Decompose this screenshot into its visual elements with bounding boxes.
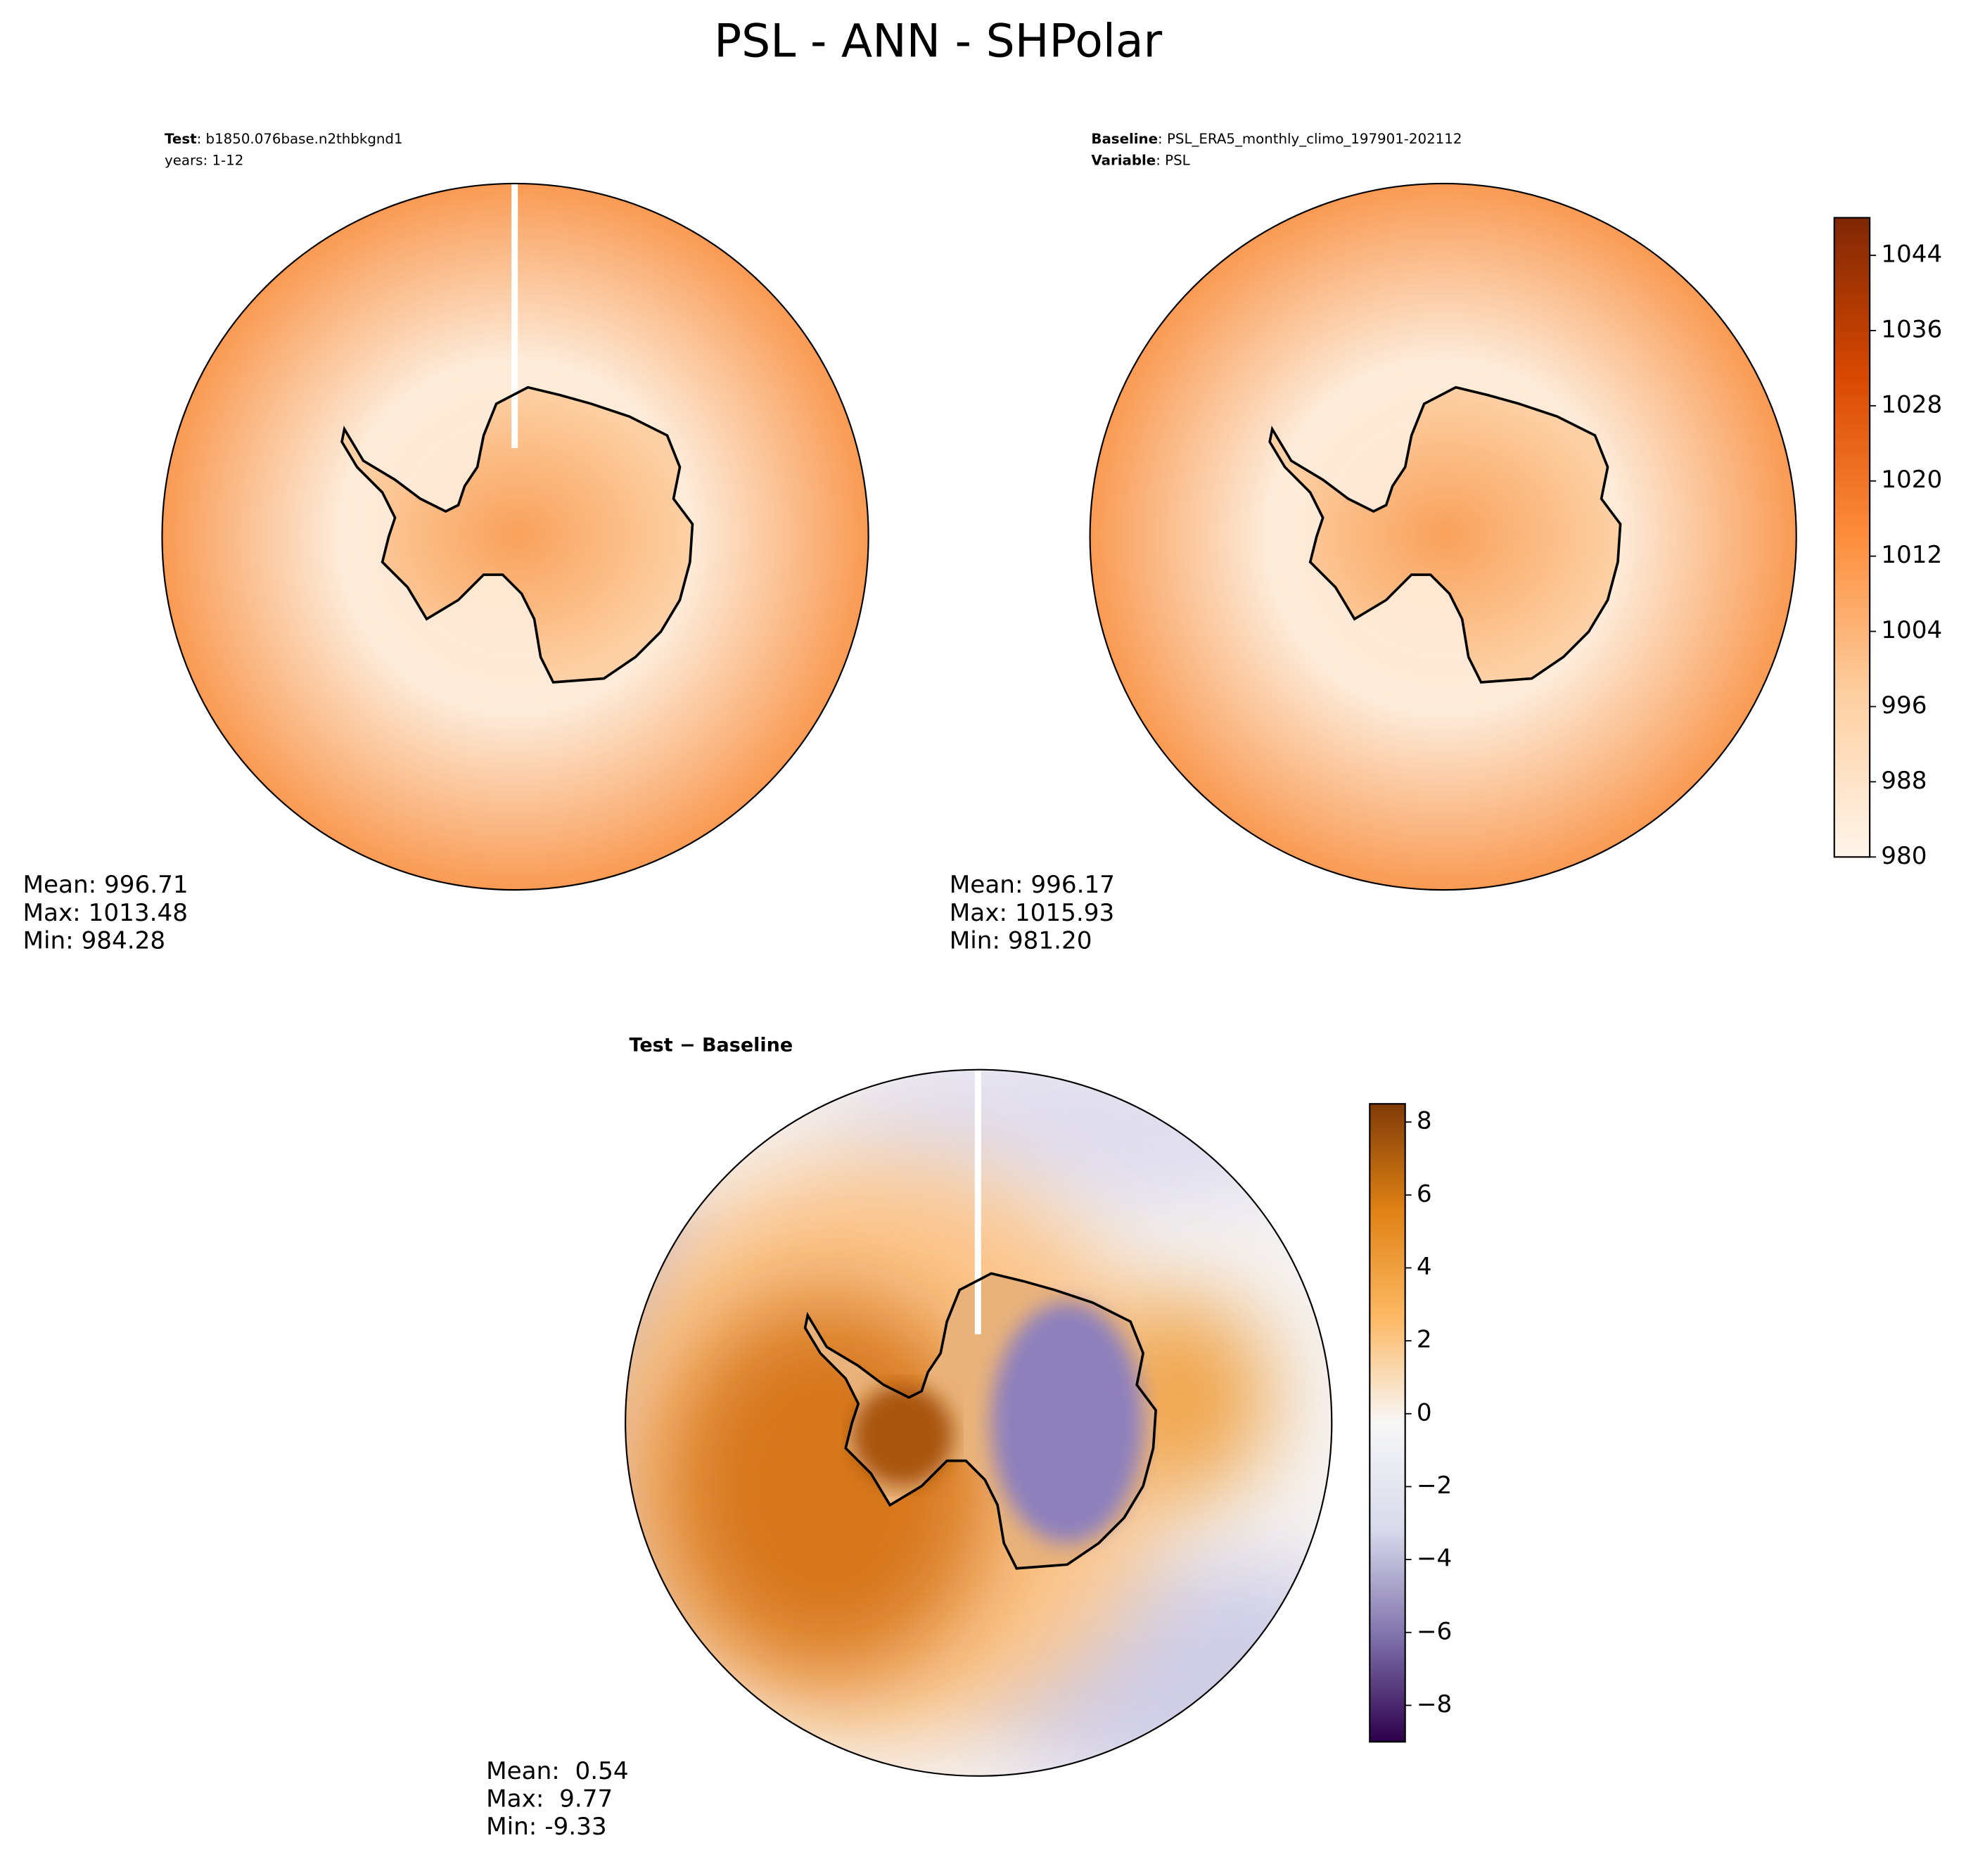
stat: Mean: 996.17 — [950, 871, 1115, 899]
stat: Mean: 996.71 — [23, 871, 189, 899]
colorbar-tick-label: 4 — [1417, 1253, 1432, 1281]
colorbar-tick-label: 988 — [1881, 767, 1927, 795]
panel-header: Variable: PSL — [1091, 152, 1189, 168]
header-text: : PSL_ERA5_monthly_climo_197901-202112 — [1158, 130, 1462, 146]
colorbar-tick-label: 1020 — [1881, 466, 1942, 494]
header-key: Variable — [1091, 152, 1156, 168]
colorbar-tick-label: 8 — [1417, 1107, 1432, 1135]
stat: Max: 9.77 — [486, 1785, 613, 1813]
stat: Min: 981.20 — [950, 926, 1092, 955]
colorbar-tick-label: −6 — [1417, 1617, 1452, 1645]
colorbar-tick-label: 980 — [1881, 842, 1927, 870]
colorbar-tick-label: −2 — [1417, 1472, 1452, 1500]
stat: Mean: 0.54 — [486, 1757, 629, 1785]
panel-header: years: 1-12 — [165, 152, 243, 168]
colorbar-tick-label: 6 — [1417, 1180, 1432, 1208]
colorbar-tick-label: 996 — [1881, 691, 1927, 720]
colorbar-tick-label: 1044 — [1881, 240, 1942, 268]
stat: Max: 1015.93 — [950, 899, 1114, 927]
header-text: years: 1-12 — [165, 152, 243, 168]
annotations: Test: b1850.076base.n2thbkgnd1 years: 1-1… — [23, 130, 1943, 1841]
figure-title: PSL - ANN - SHPolar — [714, 15, 1162, 68]
colorbar-tick-label: −4 — [1417, 1545, 1452, 1573]
panel-header: Baseline: PSL_ERA5_monthly_climo_197901-… — [1091, 130, 1462, 146]
panel-header: Test − Baseline — [630, 1034, 793, 1056]
colorbar-tick-label: 0 — [1417, 1398, 1432, 1427]
panel-header: Test: b1850.076base.n2thbkgnd1 — [165, 130, 403, 146]
colorbar-tick-label: 2 — [1417, 1326, 1432, 1354]
stat: Min: -9.33 — [486, 1813, 607, 1841]
colorbar-tick-label: −8 — [1417, 1690, 1452, 1718]
header-text: : b1850.076base.n2thbkgnd1 — [197, 130, 403, 146]
stat: Min: 984.28 — [23, 926, 166, 955]
colorbar-tick-label: 1036 — [1881, 315, 1942, 343]
colorbar-tick-label: 1004 — [1881, 616, 1942, 644]
header-key: Test — [165, 130, 197, 146]
map-difference — [625, 1068, 1333, 1777]
header-text: : PSL — [1156, 152, 1189, 168]
colorbar — [1833, 217, 1871, 858]
colorbar-tick-label: 1012 — [1881, 541, 1942, 569]
stat: Max: 1013.48 — [23, 899, 188, 927]
map-test — [161, 182, 869, 891]
colorbar — [1369, 1103, 1406, 1743]
colorbar-tick-label: 1028 — [1881, 390, 1942, 419]
map-baseline — [1089, 182, 1797, 891]
header-key: Test − Baseline — [630, 1034, 793, 1056]
header-key: Baseline — [1091, 130, 1158, 146]
